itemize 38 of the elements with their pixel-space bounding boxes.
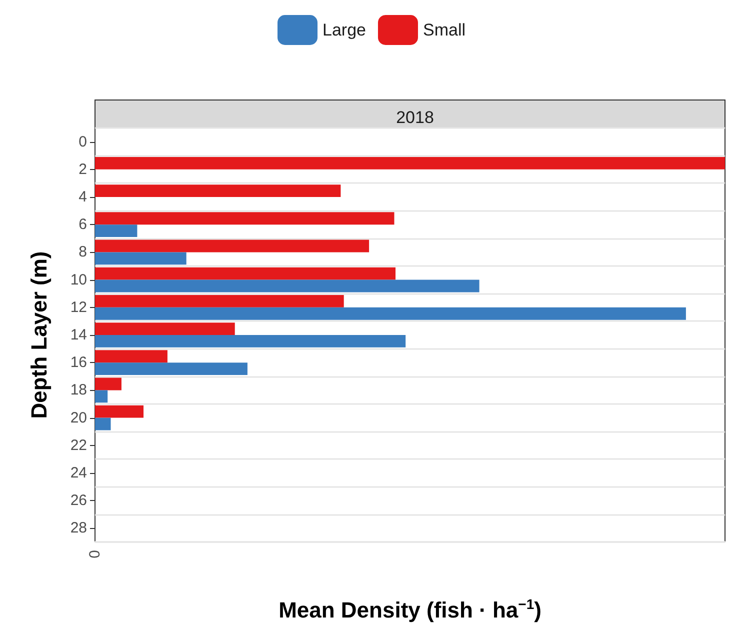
y-tick-label: 20 bbox=[70, 409, 87, 426]
y-tick-label: 16 bbox=[70, 354, 87, 372]
y-tick-label: 0 bbox=[78, 133, 87, 150]
y-tick-label: 18 bbox=[70, 382, 87, 399]
bar bbox=[95, 322, 235, 335]
y-tick-label: 14 bbox=[70, 326, 87, 344]
bar bbox=[95, 240, 370, 252]
y-tick-label: 28 bbox=[70, 520, 87, 537]
bar bbox=[95, 418, 111, 430]
bar bbox=[95, 307, 686, 320]
bar bbox=[95, 224, 138, 238]
bar bbox=[95, 267, 396, 280]
y-tick-label: 4 bbox=[78, 188, 87, 206]
bar bbox=[95, 294, 344, 308]
text: 0 bbox=[86, 550, 104, 558]
bar bbox=[95, 156, 725, 170]
bar bbox=[95, 335, 406, 348]
legend-label: Large bbox=[322, 20, 366, 40]
bar bbox=[95, 362, 248, 376]
y-tick-label: 24 bbox=[70, 464, 87, 482]
y-axis-title: Depth Layer (m) bbox=[26, 251, 52, 419]
bar bbox=[95, 252, 186, 265]
y-tick-label: 26 bbox=[70, 492, 87, 510]
y-tick-label: 12 bbox=[70, 298, 87, 316]
bar bbox=[95, 280, 480, 292]
y-tick-label: 10 bbox=[70, 271, 87, 288]
bar bbox=[95, 212, 394, 225]
y-tick-label: 8 bbox=[78, 244, 87, 261]
bar bbox=[95, 184, 341, 197]
y-tick-label: 2 bbox=[78, 160, 87, 178]
bar bbox=[95, 390, 108, 403]
y-tick-label: 22 bbox=[70, 436, 87, 454]
y-tick-label: 6 bbox=[78, 216, 87, 234]
bar bbox=[95, 405, 144, 418]
bar bbox=[95, 350, 168, 363]
legend-label: Small bbox=[422, 20, 466, 40]
chart-title: 2018 bbox=[396, 108, 434, 127]
bar bbox=[95, 378, 122, 390]
